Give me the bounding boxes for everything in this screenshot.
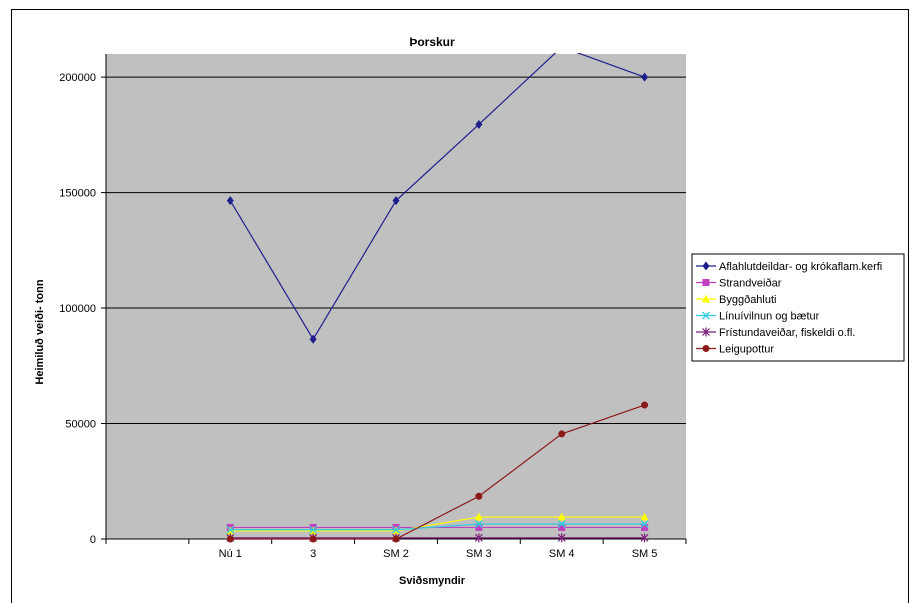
data-point [226, 525, 235, 534]
chart-svg: 0 50000 100000 150000 200000 Nú 1 3 SM 2 SM 3 SM … [34, 35, 905, 587]
legend-item: Aflahlutdeildar- og krókaflam.kerfi [696, 261, 882, 273]
x-tick-label: SM 4 [549, 548, 575, 560]
series-line [229, 53, 645, 341]
series-line [230, 523, 645, 531]
legend-item: Leigupottur [696, 344, 774, 356]
legend-item: Byggðahluti [696, 294, 777, 306]
data-point [392, 525, 400, 534]
data-point [392, 535, 400, 543]
y-axis-label: Heimiluð veiði- tonn [34, 279, 46, 384]
x-tick-label: Nú 1 [219, 548, 242, 560]
data-point [475, 119, 483, 129]
x-tick-label: SM 3 [466, 548, 492, 560]
y-tick-label: 0 [90, 534, 96, 546]
chart-frame: 0 50000 100000 150000 200000 Nú 1 3 SM 2 SM 3 SM … [11, 9, 909, 603]
legend-label: Línuívilnun og bætur [719, 311, 820, 323]
data-point [702, 294, 710, 303]
y-tick-label: 50000 [65, 419, 96, 431]
legend-label: Frístundaveiðar, fiskeldi o.fl. [719, 327, 855, 339]
data-point [558, 430, 566, 438]
x-tick-label: SM 2 [383, 548, 409, 560]
data-point [702, 345, 710, 352]
legend: Aflahlutdeildar- og krókaflam.kerfi Stran… [691, 253, 905, 362]
chart-title: Þorskur [409, 35, 455, 49]
data-point [557, 533, 566, 543]
data-point [558, 523, 566, 531]
data-point [640, 520, 649, 528]
y-tick-label: 100000 [59, 303, 96, 315]
series-l-nu-vilnun-og-b-tur [226, 520, 649, 534]
data-point [641, 72, 649, 82]
data-point [641, 523, 649, 531]
data-point [557, 512, 566, 521]
x-axis-label: Sviðsmyndir [399, 575, 466, 587]
series-line [230, 516, 645, 532]
data-point [702, 261, 710, 271]
legend-label: Strandveiðar [719, 278, 782, 290]
legend-item: Strandveiðar [696, 278, 782, 290]
data-point [309, 535, 317, 543]
data-point [557, 520, 566, 528]
legend-label: Leigupottur [719, 344, 774, 356]
data-point [702, 279, 710, 286]
data-point [474, 512, 483, 521]
chart-marks [226, 43, 649, 543]
legend-label: Aflahlutdeildar- og krókaflam.kerfi [719, 261, 882, 273]
y-tick-label: 200000 [59, 72, 96, 84]
data-point [309, 334, 317, 344]
series-leigupottur [226, 401, 649, 543]
plot-area: 0 50000 100000 150000 200000 Nú 1 3 SM 2 SM 3 SM … [59, 54, 687, 560]
data-point [226, 535, 234, 543]
series-line [230, 404, 645, 540]
plot-background [106, 54, 686, 539]
x-tick-label: 3 [310, 548, 316, 560]
data-point [640, 533, 649, 543]
data-point [475, 492, 483, 500]
data-point [558, 43, 565, 52]
legend-item: Línuívilnun og bætur [696, 311, 820, 323]
data-point [474, 533, 483, 543]
data-point [475, 523, 483, 531]
data-point [641, 401, 649, 409]
y-tick-label: 150000 [59, 188, 96, 200]
data-point [226, 196, 234, 206]
data-point [640, 512, 649, 521]
series-aflahlutdeildar-og-kr-kaflam-kerfi [226, 43, 649, 344]
legend-item: Frístundaveiðar, fiskeldi o.fl. [696, 327, 855, 339]
data-point [474, 520, 483, 528]
x-tick-label: SM 5 [632, 548, 658, 560]
data-point [702, 327, 710, 337]
legend-box [691, 253, 905, 362]
data-point [702, 311, 710, 320]
data-point [392, 196, 400, 206]
legend-label: Byggðahluti [719, 294, 777, 306]
data-point [309, 525, 318, 534]
